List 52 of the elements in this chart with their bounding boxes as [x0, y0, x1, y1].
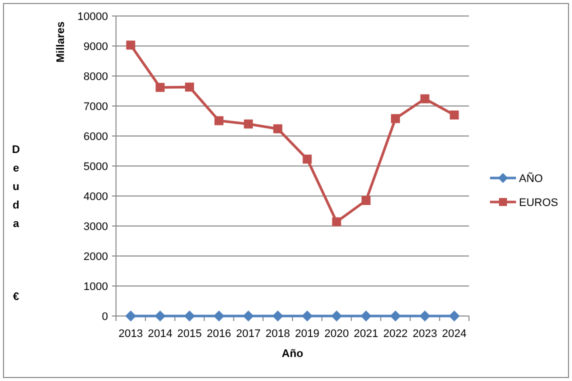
x-tick-label: 2023 — [412, 328, 438, 340]
x-tick-label: 2022 — [383, 328, 408, 340]
point — [390, 114, 400, 124]
x-tick-label: 2016 — [206, 328, 232, 340]
x-tick-label: 2014 — [148, 328, 172, 340]
point — [419, 310, 430, 322]
point — [272, 310, 284, 322]
y-tick-label: 5000 — [84, 160, 108, 173]
x-tick-label: 2020 — [324, 328, 349, 340]
y-tick-label: 3000 — [84, 220, 108, 233]
y-tick-label: 1000 — [84, 280, 108, 293]
point — [390, 310, 401, 322]
y-tick-label: 0 — [102, 310, 108, 323]
text: Deuda € — [10, 144, 22, 310]
point — [156, 82, 165, 92]
point — [126, 40, 136, 50]
point — [448, 310, 460, 322]
point — [450, 110, 459, 120]
point — [331, 310, 342, 322]
x-axis-title: Año — [282, 348, 304, 360]
point — [273, 124, 282, 134]
x-tick-label: 2013 — [118, 328, 143, 340]
y-axis-title: Millares — [55, 22, 67, 62]
point — [214, 116, 224, 126]
point — [420, 94, 430, 104]
point — [185, 82, 194, 92]
y-tick-label: 4000 — [84, 190, 108, 203]
y-tick-label: 6000 — [84, 130, 108, 143]
y-tick-label: 8000 — [84, 70, 108, 83]
point — [362, 196, 371, 205]
point — [154, 310, 166, 322]
x-tick-label: 2021 — [354, 328, 378, 340]
y-tick-label: 2000 — [84, 250, 108, 263]
point — [302, 154, 312, 164]
point — [302, 310, 313, 322]
point — [332, 217, 342, 226]
x-tick-label: 2015 — [177, 328, 202, 340]
point — [184, 310, 196, 322]
legend-label: AÑO — [519, 172, 544, 185]
y-tick-label: 7000 — [84, 100, 108, 113]
x-tick-label: 2018 — [266, 328, 290, 340]
point — [360, 310, 372, 322]
x-tick-label: 2019 — [294, 328, 320, 340]
point — [125, 310, 136, 322]
point — [242, 310, 254, 322]
x-tick-label: 2017 — [236, 328, 261, 340]
y-tick-label: 10000 — [77, 10, 108, 23]
y-tick-label: 9000 — [84, 40, 108, 53]
point — [213, 310, 224, 322]
legend-label: EUROS — [519, 196, 558, 209]
x-tick-label: 2024 — [442, 328, 467, 340]
point — [244, 120, 253, 128]
